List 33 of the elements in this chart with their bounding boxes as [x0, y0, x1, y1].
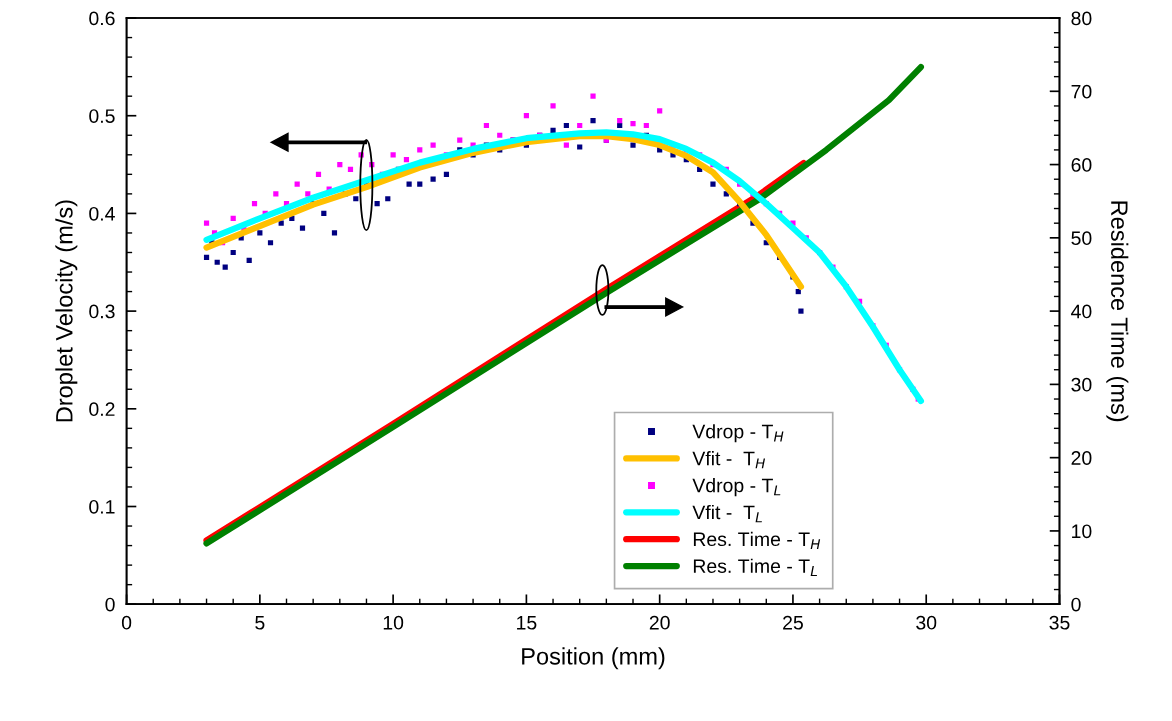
x-tick-label: 0 — [121, 615, 132, 630]
y-tick-label: 0.3 — [89, 304, 115, 319]
y2-tick-label: 10 — [1072, 524, 1092, 539]
y2-tick-label: 20 — [1071, 451, 1092, 465]
x-tick-label: 15 — [517, 616, 537, 630]
legend-label: Vdrop - T$_{H}$ — [692, 424, 784, 443]
y2-tick-label: 50 — [1071, 231, 1092, 246]
y2-tick-label: 70 — [1071, 84, 1092, 99]
y2-tick-label: 60 — [1071, 158, 1092, 172]
y2-tick-label: 0 — [1071, 597, 1081, 612]
y-tick-label: 0.6 — [89, 11, 115, 26]
legend-label: Vfit - T$_{H}$ — [692, 451, 766, 469]
x-tick-label: 5 — [255, 616, 265, 630]
legend-label: Vfit - T$_{L}$ — [692, 504, 762, 523]
y-axis-title: Droplet Velocity (m/s) — [55, 200, 78, 422]
x-tick-label: 20 — [649, 615, 670, 630]
x-tick-label: 35 — [1049, 615, 1070, 630]
y2-axis-title: Residence Time (ms) — [1106, 201, 1129, 422]
y-tick-label: 0 — [105, 597, 115, 612]
y-tick-label: 0.1 — [89, 499, 115, 514]
x-tick-label: 25 — [783, 615, 803, 630]
y2-tick-label: 40 — [1071, 304, 1092, 319]
legend-label: Vdrop - T$_{L}$ — [692, 478, 781, 497]
y2-tick-label: 30 — [1071, 377, 1092, 392]
y2-tick-label: 80 — [1071, 11, 1092, 26]
x-axis-title: Position (mm) — [522, 647, 665, 670]
y-tick-label: 0.2 — [89, 402, 115, 417]
legend-label: Res. Time - T$_{L}$ — [693, 558, 818, 576]
x-tick-label: 30 — [916, 615, 937, 630]
x-tick-label: 10 — [383, 615, 404, 630]
legend-label: Res. Time - T$_{H}$ — [693, 531, 821, 550]
y-tick-label: 0.5 — [89, 109, 115, 123]
y-tick-label: 0.4 — [89, 206, 115, 221]
